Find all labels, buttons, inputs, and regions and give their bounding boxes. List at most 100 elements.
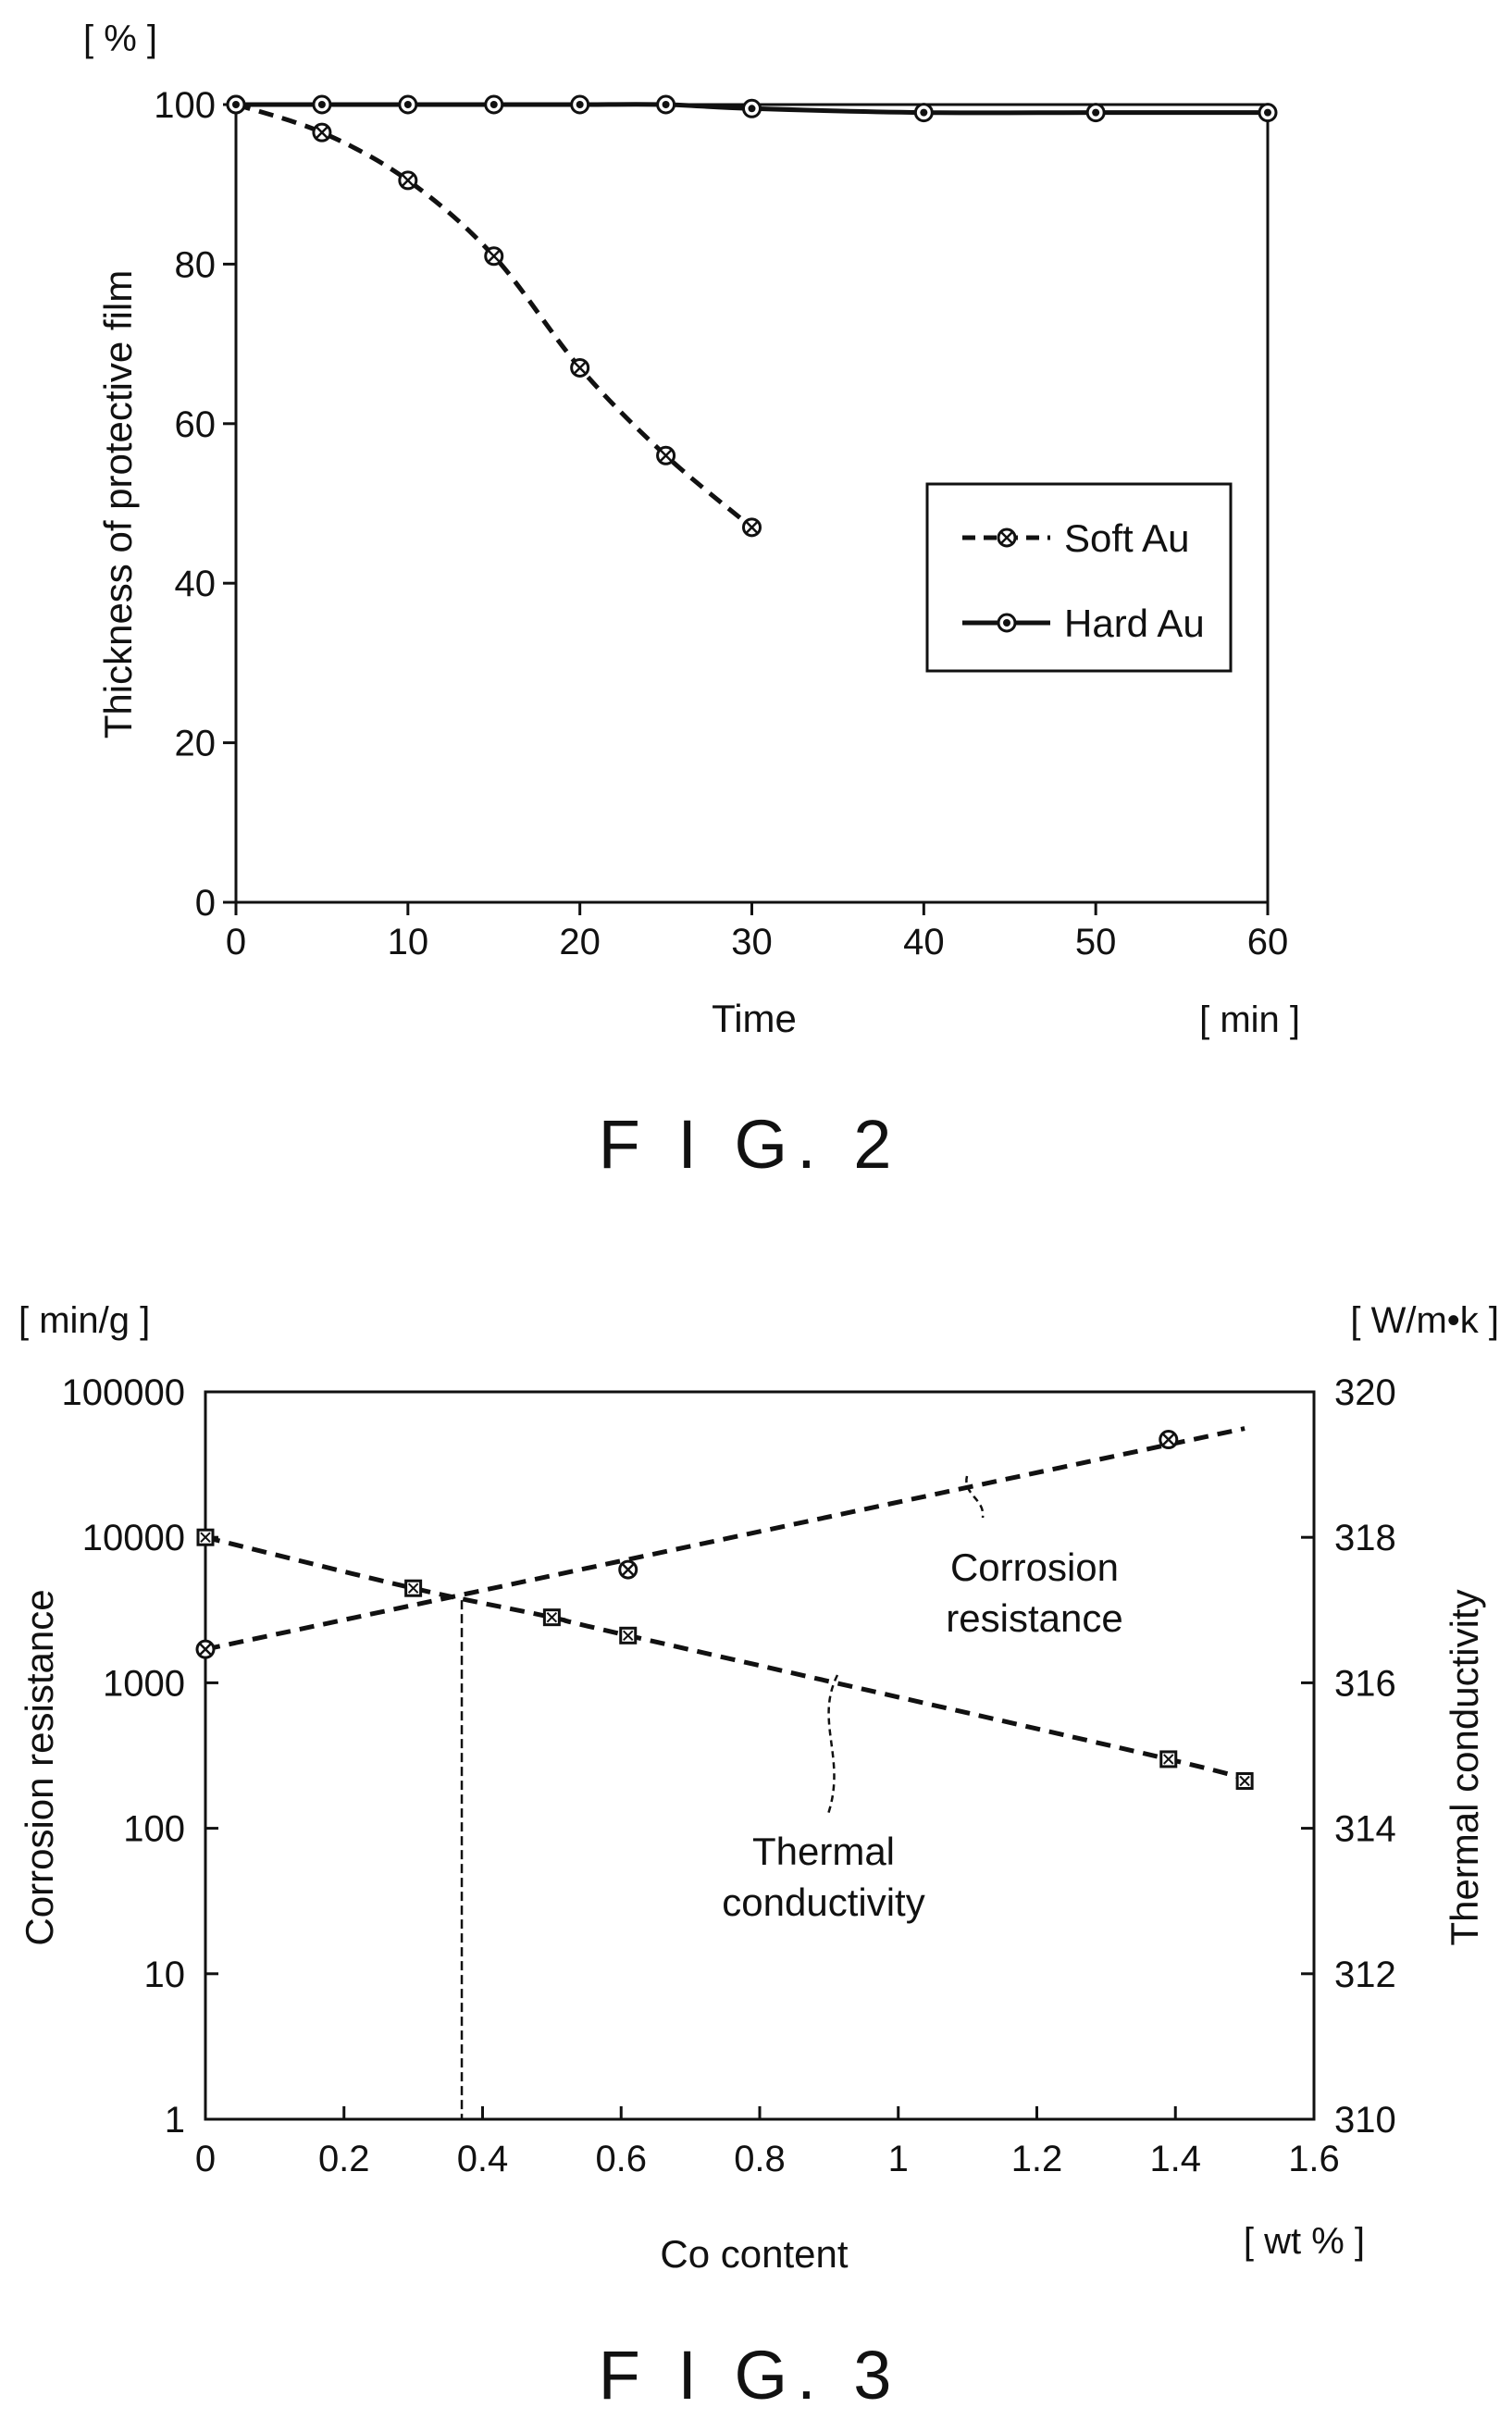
fig2-x-tick-label-2: 20 xyxy=(559,922,601,962)
fig3-y-left-tick-label-5: 100000 xyxy=(62,1372,185,1413)
fig2-legend-box xyxy=(925,482,1233,673)
fig2-x-tick-label-5: 50 xyxy=(1075,922,1117,962)
fig2-point-soft-au-5-cross xyxy=(659,449,673,463)
fig2-point-soft-au-3-cross xyxy=(487,249,501,263)
fig2-point-hard-au-4 xyxy=(570,94,590,115)
fig3-y-right-tick-label-1: 312 xyxy=(1334,1955,1396,1995)
fig3-y-left-tick-label-2: 100 xyxy=(123,1809,185,1850)
fig2-x-tick-label-4: 40 xyxy=(903,922,945,962)
fig3-x-tick-label-7: 1.4 xyxy=(1149,2139,1201,2179)
fig2-y-tick-label-5: 100 xyxy=(154,85,216,126)
fig3-y-right-axis-label: Thermal conductivity xyxy=(1443,1589,1486,1945)
fig2-y-tick-label-1: 20 xyxy=(175,724,217,764)
fig2-series xyxy=(226,94,1278,538)
fig2-point-hard-au-5-dot xyxy=(662,101,670,108)
fig3-x-tick-label-6: 1.2 xyxy=(1011,2139,1063,2179)
fig2-series-line-soft-au xyxy=(235,102,754,529)
fig3-point-thermal-conductivity-2-hatch xyxy=(546,1611,558,1623)
fig3-y-right-tick-label-0: 310 xyxy=(1334,2100,1396,2141)
fig3-x-tick-label-4: 0.8 xyxy=(734,2139,786,2179)
fig3-x-unit: [ wt % ] xyxy=(1244,2221,1365,2262)
fig3-chart: [ min/g ] [ W/m•k ] Corrosion resistance… xyxy=(18,1300,1499,2414)
fig3-x-tick-label-1: 0.2 xyxy=(318,2139,370,2179)
fig3-x-tick-label-2: 0.4 xyxy=(457,2139,509,2179)
fig2-point-hard-au-0-dot xyxy=(232,101,240,108)
fig2-point-soft-au-2-cross xyxy=(401,174,415,187)
fig3-point-corrosion-resistance-1 xyxy=(618,1559,638,1580)
fig3-corrosion-annotation-line2: resistance xyxy=(946,1596,1122,1640)
fig2-point-hard-au-1 xyxy=(312,94,332,115)
fig3-point-corrosion-resistance-2 xyxy=(1159,1430,1179,1450)
fig3-caption: F I G. 3 xyxy=(599,2337,901,2414)
fig3-annotations: Corrosion resistance Thermal conductivit… xyxy=(722,1475,1123,1924)
fig3-y-left-axis-label: Corrosion resistance xyxy=(18,1589,61,1945)
fig2-caption: F I G. 2 xyxy=(599,1106,901,1183)
fig2-point-hard-au-2-dot xyxy=(403,101,412,108)
fig3-x-tick-label-3: 0.6 xyxy=(595,2139,647,2179)
fig3-y-left-tick-label-1: 10 xyxy=(144,1955,186,1995)
fig2-point-hard-au-6 xyxy=(742,98,762,118)
fig2-x-tick-label-0: 0 xyxy=(226,922,246,962)
fig3-thermal-leader xyxy=(826,1674,839,1815)
fig2-legend-marker-0 xyxy=(997,527,1017,548)
fig3-point-thermal-conductivity-2 xyxy=(542,1608,561,1627)
fig2-legend-label-0: Soft Au xyxy=(1064,516,1189,560)
fig3-corrosion-annotation-line1: Corrosion xyxy=(950,1545,1119,1589)
fig2-y-unit: [ % ] xyxy=(83,19,157,59)
fig3-series-line-corrosion-resistance xyxy=(204,1426,1246,1652)
fig2-point-hard-au-7 xyxy=(913,103,934,123)
fig2-y-tick-label-0: 0 xyxy=(195,883,216,924)
fig2-x-unit: [ min ] xyxy=(1199,999,1300,1040)
fig2-point-hard-au-3-dot xyxy=(490,101,498,108)
fig2-point-hard-au-6-dot xyxy=(748,105,756,113)
fig2-point-hard-au-1-dot xyxy=(317,101,326,108)
fig2-legend-label-1: Hard Au xyxy=(1064,602,1205,645)
fig2-point-soft-au-4-cross xyxy=(573,361,587,375)
fig3-y-left-unit: [ min/g ] xyxy=(19,1300,150,1341)
fig3-y-right-unit: [ W/m•k ] xyxy=(1350,1300,1499,1341)
fig2-point-soft-au-1 xyxy=(312,122,332,143)
fig2-legend-marker-1-dot xyxy=(1003,619,1010,627)
fig2-point-hard-au-3 xyxy=(484,94,504,115)
fig2-y-tick-label-2: 40 xyxy=(175,564,217,604)
fig3-point-thermal-conductivity-1 xyxy=(404,1579,423,1597)
fig2-point-hard-au-0 xyxy=(226,94,246,115)
fig2-point-hard-au-4-dot xyxy=(576,101,584,108)
fig3-x-tick-label-0: 0 xyxy=(195,2139,216,2179)
fig2-x-tick-label-1: 10 xyxy=(388,922,429,962)
fig2-point-soft-au-3 xyxy=(484,246,504,267)
fig2-chart: [ % ] Thickness of protective film Time … xyxy=(83,19,1300,1183)
fig2-x-tick-label-6: 60 xyxy=(1247,922,1289,962)
fig3-point-corrosion-resistance-0 xyxy=(195,1639,216,1659)
fig2-point-soft-au-4 xyxy=(570,357,590,378)
fig2-point-soft-au-6-cross xyxy=(745,520,759,534)
fig2-point-hard-au-7-dot xyxy=(920,108,928,117)
fig3-point-thermal-conductivity-1-hatch xyxy=(407,1582,419,1594)
fig3-y-right-tick-label-5: 320 xyxy=(1334,1372,1396,1413)
fig2-y-axis-label: Thickness of protective film xyxy=(96,270,140,739)
fig2-point-soft-au-5 xyxy=(656,445,676,465)
fig2-legend-marker-0-cross xyxy=(1000,531,1013,544)
fig3-point-thermal-conductivity-5-hatch xyxy=(1239,1775,1250,1787)
fig3-y-right-tick-label-3: 316 xyxy=(1334,1663,1396,1704)
fig3-thermal-annotation-line1: Thermal xyxy=(752,1830,895,1873)
fig2-point-soft-au-1-cross xyxy=(316,126,328,140)
fig3-y-right-tick-label-4: 318 xyxy=(1334,1518,1396,1558)
fig3-point-thermal-conductivity-3-hatch xyxy=(623,1630,634,1642)
fig3-x-axis-label: Co content xyxy=(660,2232,848,2276)
fig3-y-left-tick-label-0: 1 xyxy=(165,2100,185,2141)
fig2-point-hard-au-5 xyxy=(656,94,676,115)
fig2-point-hard-au-9-dot xyxy=(1264,108,1271,117)
fig2-point-hard-au-8-dot xyxy=(1092,108,1100,117)
fig2-legend-marker-1 xyxy=(997,613,1017,633)
fig2-point-soft-au-2 xyxy=(398,170,418,191)
fig3-x-tick-label-5: 1 xyxy=(888,2139,909,2179)
fig2-point-soft-au-6 xyxy=(742,517,762,538)
fig2-axes: 0 10 20 30 40 50 60 0 20 40 60 80 100 xyxy=(154,85,1288,962)
fig3-axes: 0 0.2 0.4 0.6 0.8 1 1.2 1.4 1.6 1 10 100 1000 10000 10… xyxy=(62,1372,1396,2179)
fig3-y-left-tick-label-3: 1000 xyxy=(103,1663,185,1704)
fig3-y-left-tick-label-4: 10000 xyxy=(82,1518,185,1558)
fig3-point-corrosion-resistance-1-cross xyxy=(621,1563,635,1576)
fig3-thermal-annotation-line2: conductivity xyxy=(722,1880,924,1924)
